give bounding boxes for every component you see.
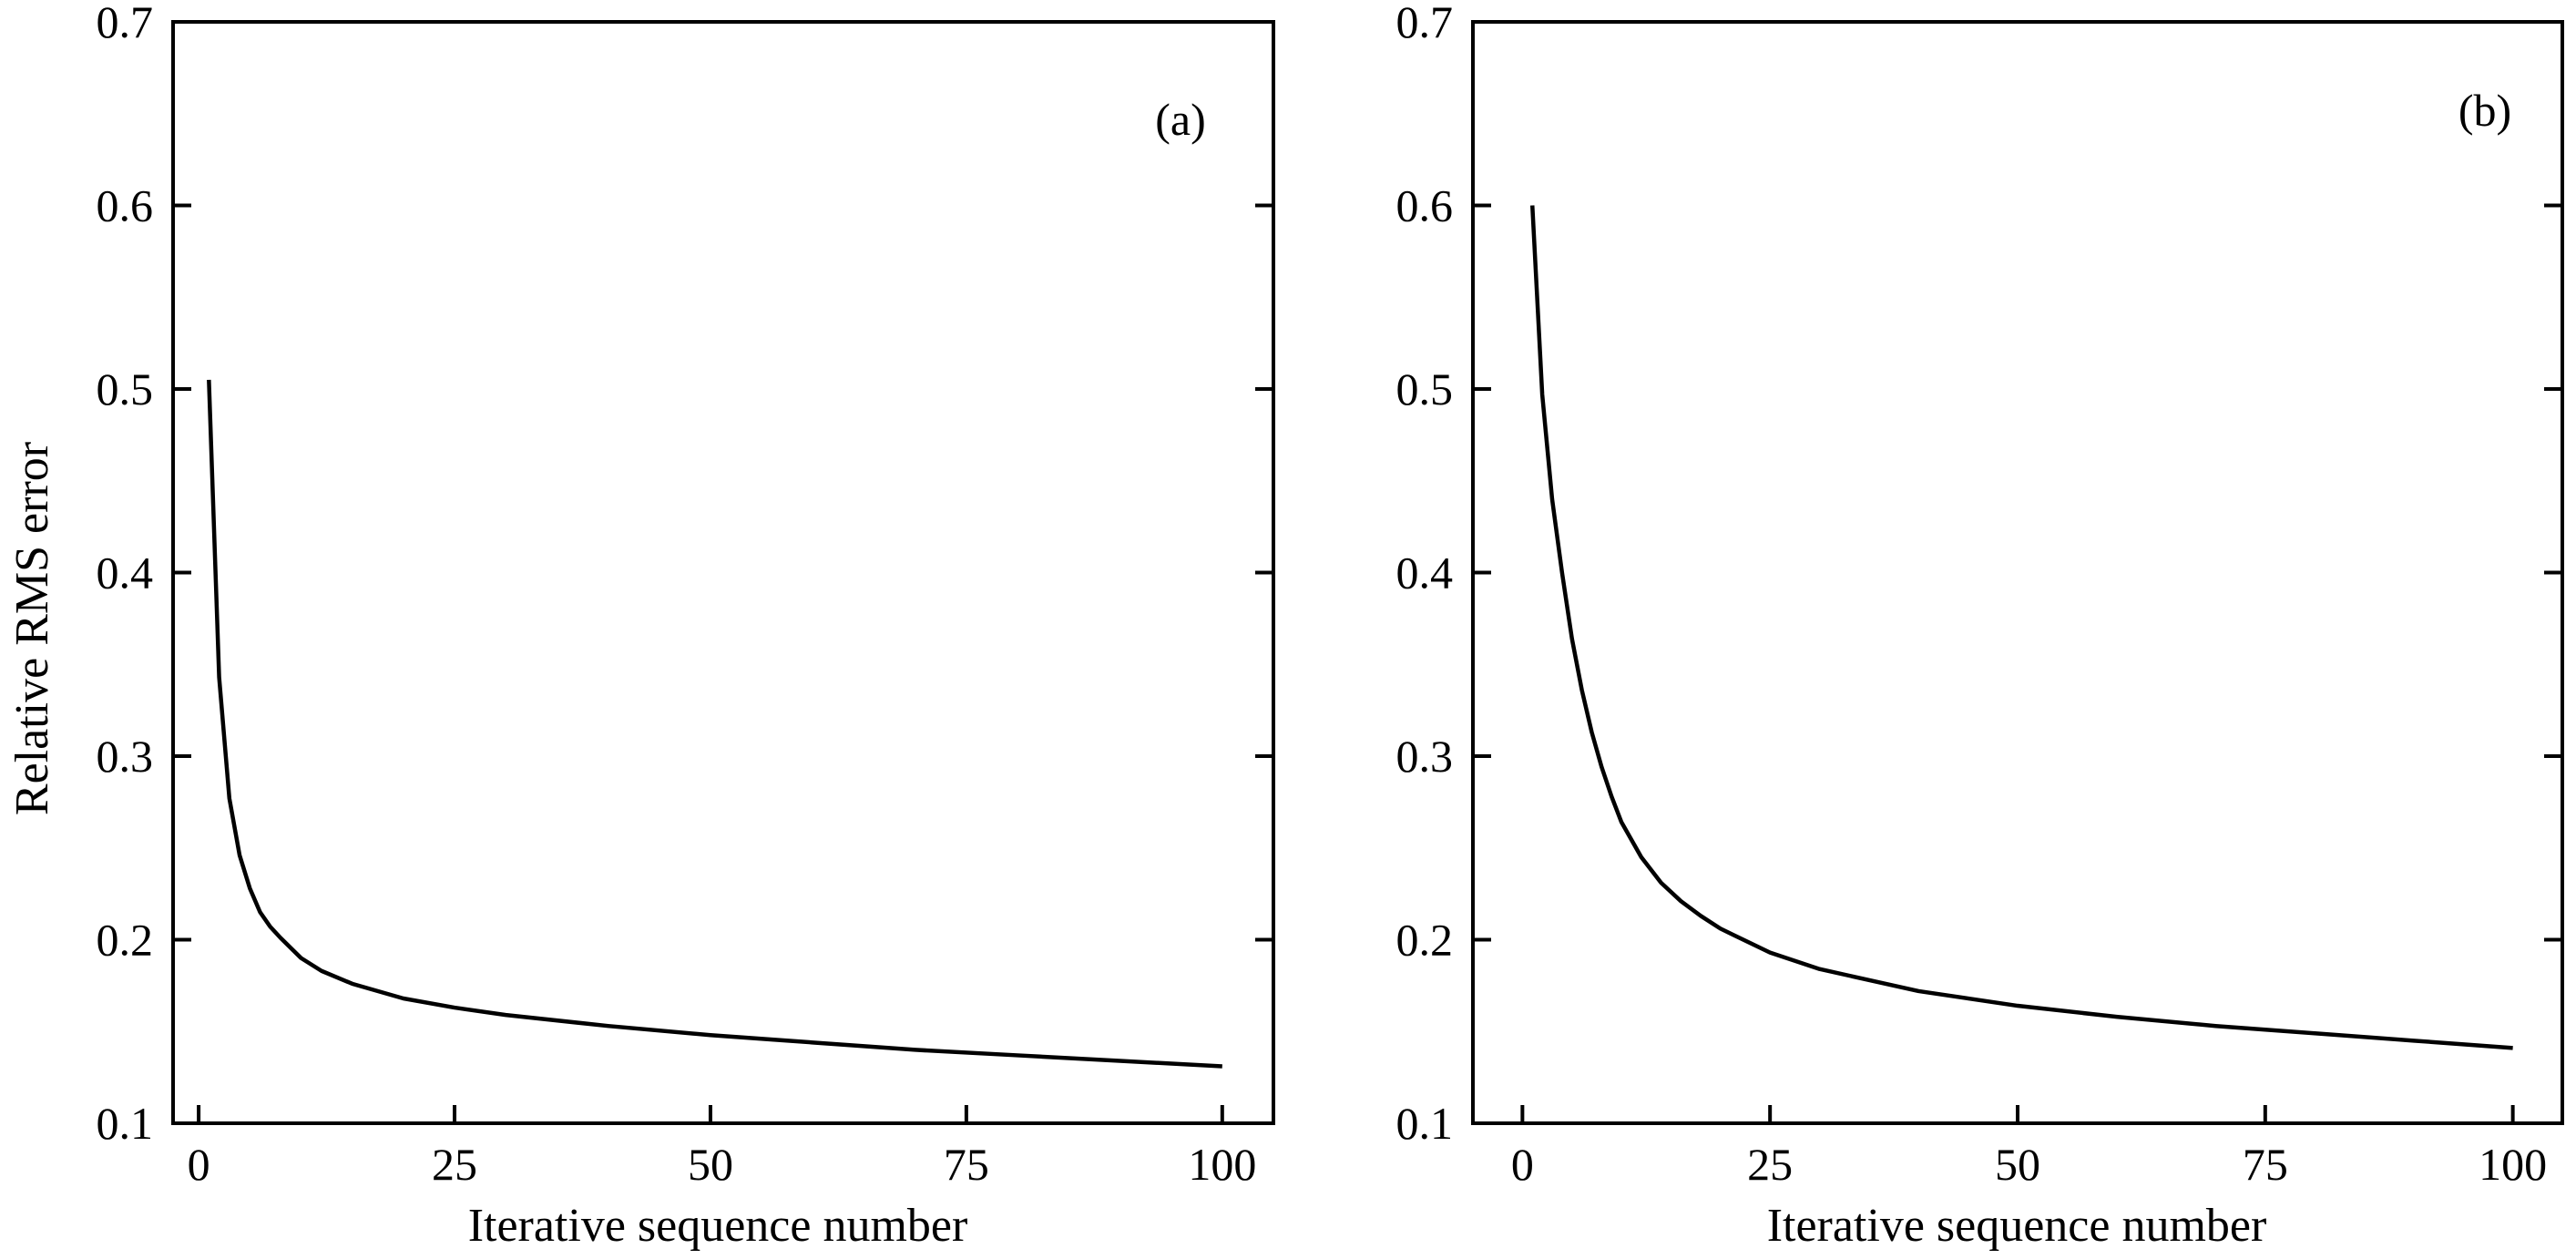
y-tick-label: 0.4: [97, 548, 154, 599]
y-axis: 0.1 0.2 0.3 0.4 0.5 0.6 0.7: [97, 0, 1273, 1149]
y-axis-title: Relative RMS error: [6, 442, 58, 815]
y-tick-label: 0.4: [1396, 548, 1454, 599]
y-tick-label: 0.1: [1396, 1098, 1454, 1149]
y-tick-label: 0.6: [1396, 180, 1454, 231]
y-axis: 0.1 0.2 0.3 0.4 0.5 0.6 0.7: [1396, 0, 2562, 1149]
y-tick-label: 0.6: [97, 180, 154, 231]
y-tick-label: 0.5: [1396, 363, 1454, 415]
panel-label: (b): [2458, 85, 2511, 136]
x-tick-label: 100: [2479, 1139, 2547, 1190]
chart-panel-b: 0.1 0.2 0.3 0.4 0.5 0.6 0.7 0 25 50 75 100 (b) Ite…: [1396, 0, 2564, 1252]
y-tick-label: 0.2: [97, 915, 154, 966]
x-tick-label: 50: [688, 1139, 733, 1190]
series-line: [1529, 205, 2513, 1050]
x-axis: 0 25 50 75 100: [1511, 1105, 2547, 1190]
plot-frame: [1471, 20, 2564, 1125]
x-axis: 0 25 50 75 100: [188, 1105, 1256, 1190]
x-tick-label: 0: [188, 1139, 210, 1190]
y-tick-label: 0.3: [97, 731, 154, 782]
x-tick-label: 25: [1747, 1139, 1793, 1190]
series-line: [207, 379, 1222, 1069]
x-tick-label: 50: [1995, 1139, 2040, 1190]
x-tick-label: 100: [1188, 1139, 1256, 1190]
y-tick-label: 0.5: [97, 363, 154, 415]
chart-panel-a: 0.1 0.2 0.3 0.4 0.5 0.6 0.7 0 25 50 75 100 (a) Ite…: [6, 0, 1275, 1252]
y-tick-label: 0.7: [97, 0, 154, 47]
y-tick-label: 0.1: [97, 1098, 154, 1149]
y-tick-label: 0.2: [1396, 915, 1454, 966]
x-tick-label: 75: [2243, 1139, 2288, 1190]
y-tick-label: 0.3: [1396, 731, 1454, 782]
x-axis-title: Iterative sequence number: [1767, 1200, 2267, 1252]
panel-label: (a): [1155, 94, 1206, 145]
x-tick-label: 75: [944, 1139, 989, 1190]
x-axis-title: Iterative sequence number: [468, 1200, 968, 1252]
x-tick-label: 25: [432, 1139, 477, 1190]
x-tick-label: 0: [1511, 1139, 1534, 1190]
y-tick-label: 0.7: [1396, 0, 1454, 47]
plot-frame: [171, 20, 1275, 1125]
